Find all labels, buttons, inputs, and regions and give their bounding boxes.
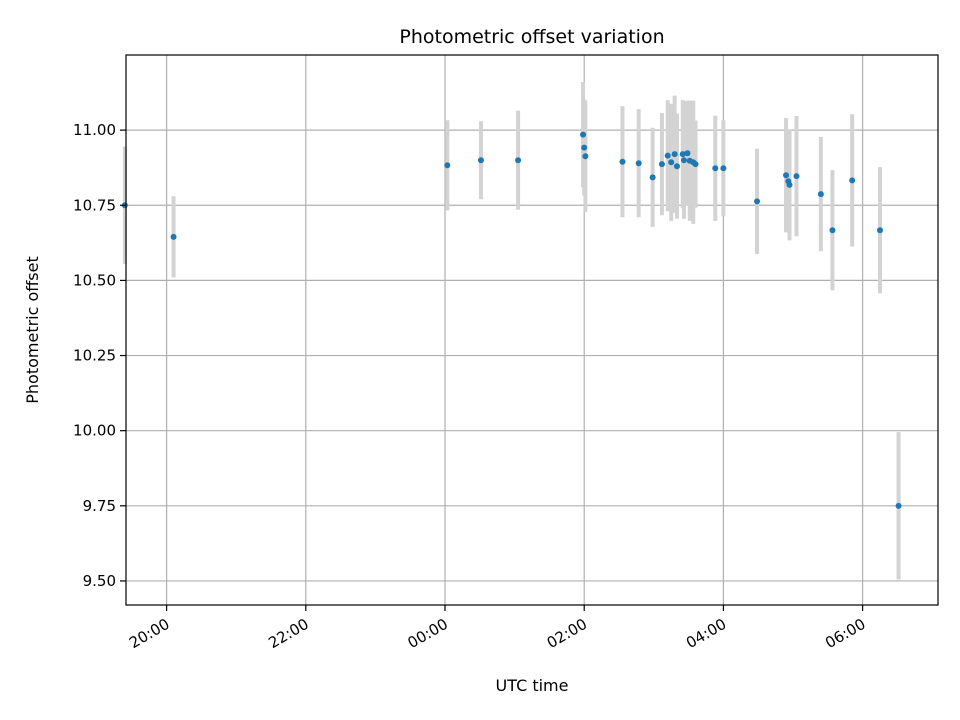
y-tick-label: 9.75 (83, 497, 116, 515)
data-point (679, 151, 686, 158)
y-tick-label: 10.75 (73, 196, 116, 214)
data-point (712, 165, 719, 172)
data-point (720, 165, 727, 172)
data-point (664, 152, 671, 159)
y-tick-label: 10.50 (73, 271, 116, 289)
y-axis-title: Photometric offset (23, 256, 42, 404)
data-point (619, 158, 626, 165)
y-tick-label: 9.50 (83, 572, 116, 590)
data-points (121, 131, 902, 509)
data-point (477, 157, 484, 164)
y-tick-label: 11.00 (73, 121, 116, 139)
data-point (649, 174, 656, 181)
data-point (684, 150, 691, 157)
data-point (877, 227, 883, 234)
data-point (849, 177, 856, 184)
y-axis-ticks: 9.50 9.75 10.00 10.25 10.50 10.75 11.00 (73, 121, 126, 590)
data-point (515, 157, 522, 164)
data-point (895, 502, 902, 509)
data-point (582, 153, 589, 160)
x-axis-title: UTC time (496, 676, 569, 695)
data-point (793, 173, 800, 180)
data-point (170, 233, 177, 240)
data-point (635, 160, 642, 167)
data-point (817, 191, 824, 198)
data-point (692, 161, 699, 168)
plot-area-frame (125, 54, 939, 606)
data-point (581, 144, 588, 151)
data-point (668, 159, 675, 166)
data-point (674, 163, 680, 170)
data-point (786, 181, 793, 188)
y-tick-label: 10.00 (73, 422, 116, 440)
data-point (783, 172, 790, 179)
data-point (754, 198, 761, 205)
data-point (658, 161, 665, 168)
data-point (680, 157, 687, 164)
data-point (829, 227, 836, 234)
chart-title: Photometric offset variation (399, 26, 664, 48)
y-tick-label: 10.25 (73, 347, 116, 365)
data-point (671, 151, 678, 158)
data-point (580, 131, 587, 138)
data-point (444, 162, 451, 169)
